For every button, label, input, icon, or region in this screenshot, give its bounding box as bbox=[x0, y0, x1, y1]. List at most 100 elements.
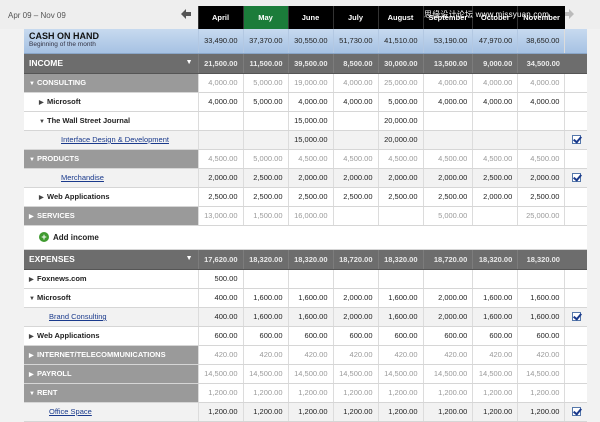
amount-cell[interactable]: 14,500.00 bbox=[287, 364, 333, 384]
month-header-november[interactable]: November bbox=[517, 6, 565, 29]
amount-cell[interactable]: 1,600.00 bbox=[517, 307, 565, 327]
amount-cell[interactable]: 14,500.00 bbox=[377, 364, 423, 384]
amount-cell[interactable]: 1,600.00 bbox=[242, 307, 288, 327]
amount-cell[interactable]: 600.00 bbox=[242, 326, 288, 346]
amount-cell[interactable]: 4,000.00 bbox=[332, 73, 378, 93]
amount-cell[interactable]: 14,500.00 bbox=[517, 364, 565, 384]
collapse-arrow-icon[interactable]: ▼ bbox=[29, 296, 35, 302]
amount-cell[interactable]: 20,000.00 bbox=[377, 111, 423, 131]
amount-cell[interactable]: 13,000.00 bbox=[197, 206, 243, 226]
item-microsoft[interactable]: ▶ Microsoft 4,000.00 5,000.00 4,000.00 4,000.… bbox=[24, 92, 587, 112]
amount-cell[interactable]: 1,600.00 bbox=[472, 288, 518, 308]
amount-cell[interactable]: 4,500.00 bbox=[517, 149, 565, 169]
amount-cell[interactable]: 4,500.00 bbox=[377, 149, 423, 169]
expand-arrow-icon[interactable]: ▶ bbox=[29, 353, 34, 359]
amount-cell[interactable]: 21,500.00 bbox=[197, 53, 243, 74]
amount-cell[interactable]: 1,200.00 bbox=[422, 383, 473, 403]
amount-cell[interactable]: 2,500.00 bbox=[197, 187, 243, 207]
collapse-arrow-icon[interactable]: ▼ bbox=[29, 81, 35, 87]
amount-cell[interactable]: 1,200.00 bbox=[377, 383, 423, 403]
amount-cell[interactable]: 2,000.00 bbox=[332, 168, 378, 188]
amount-cell[interactable]: 1,200.00 bbox=[332, 383, 378, 403]
amount-cell[interactable]: 1,200.00 bbox=[472, 402, 518, 422]
amount-cell[interactable]: 1,200.00 bbox=[422, 402, 473, 422]
amount-cell[interactable]: 11,500.00 bbox=[242, 53, 288, 74]
amount-cell[interactable] bbox=[332, 130, 378, 150]
amount-cell[interactable]: 13,500.00 bbox=[422, 53, 473, 74]
amount-cell[interactable] bbox=[517, 130, 565, 150]
amount-cell[interactable]: 2,500.00 bbox=[422, 187, 473, 207]
arrow-right-icon[interactable] bbox=[563, 8, 575, 20]
amount-cell[interactable]: 1,200.00 bbox=[197, 383, 243, 403]
section-dropdown-icon[interactable]: ▼ bbox=[185, 255, 193, 262]
amount-cell[interactable]: 14,500.00 bbox=[332, 364, 378, 384]
amount-cell[interactable] bbox=[472, 111, 518, 131]
row-label[interactable]: Office Space bbox=[24, 402, 198, 422]
amount-cell[interactable]: 20,000.00 bbox=[377, 130, 423, 150]
expand-arrow-icon[interactable]: ▶ bbox=[39, 100, 44, 106]
amount-cell[interactable]: 4,500.00 bbox=[422, 149, 473, 169]
amount-cell[interactable] bbox=[332, 206, 378, 226]
amount-cell[interactable]: 4,000.00 bbox=[197, 73, 243, 93]
amount-cell[interactable] bbox=[517, 269, 565, 289]
amount-cell[interactable] bbox=[472, 130, 518, 150]
amount-cell[interactable] bbox=[332, 111, 378, 131]
amount-cell[interactable]: 2,000.00 bbox=[377, 168, 423, 188]
link-merchandise[interactable]: Merchandise 2,000.00 2,500.00 2,000.00 2,000… bbox=[24, 168, 587, 188]
amount-cell[interactable] bbox=[197, 130, 243, 150]
amount-cell[interactable]: 34,500.00 bbox=[517, 53, 565, 74]
expand-arrow-icon[interactable]: ▶ bbox=[29, 372, 34, 378]
amount-cell[interactable]: 1,200.00 bbox=[287, 383, 333, 403]
amount-cell[interactable]: 5,000.00 bbox=[422, 206, 473, 226]
amount-cell[interactable]: 17,620.00 bbox=[197, 249, 243, 270]
amount-cell[interactable]: 2,000.00 bbox=[422, 168, 473, 188]
amount-cell[interactable] bbox=[197, 111, 243, 131]
expand-arrow-icon[interactable]: ▶ bbox=[29, 277, 34, 283]
amount-cell[interactable]: 1,600.00 bbox=[287, 288, 333, 308]
amount-cell[interactable] bbox=[242, 111, 288, 131]
amount-cell[interactable] bbox=[242, 269, 288, 289]
amount-cell[interactable]: 400.00 bbox=[197, 288, 243, 308]
collapse-arrow-icon[interactable]: ▼ bbox=[29, 157, 35, 163]
amount-cell[interactable] bbox=[332, 269, 378, 289]
amount-cell[interactable]: 420.00 bbox=[517, 345, 565, 365]
amount-cell[interactable]: 1,600.00 bbox=[377, 288, 423, 308]
amount-cell[interactable]: 25,000.00 bbox=[377, 73, 423, 93]
amount-cell[interactable]: 2,500.00 bbox=[242, 168, 288, 188]
amount-cell[interactable]: 30,000.00 bbox=[377, 53, 423, 74]
amount-cell[interactable] bbox=[472, 269, 518, 289]
amount-cell[interactable]: 2,000.00 bbox=[422, 307, 473, 327]
amount-cell[interactable]: 5,000.00 bbox=[242, 92, 288, 112]
expand-arrow-icon[interactable]: ▶ bbox=[29, 214, 34, 220]
link-office-space[interactable]: Office Space 1,200.00 1,200.00 1,200.00 1,20… bbox=[24, 402, 587, 422]
amount-cell[interactable]: 14,500.00 bbox=[422, 364, 473, 384]
amount-cell[interactable]: 400.00 bbox=[197, 307, 243, 327]
amount-cell[interactable]: 5,000.00 bbox=[377, 92, 423, 112]
amount-cell[interactable] bbox=[472, 206, 518, 226]
amount-cell[interactable]: 4,500.00 bbox=[287, 149, 333, 169]
checkbox-checked-icon[interactable] bbox=[571, 135, 581, 145]
amount-cell[interactable]: 18,320.00 bbox=[472, 249, 518, 270]
amount-cell[interactable]: 1,600.00 bbox=[517, 288, 565, 308]
link-interface-design[interactable]: Interface Design & Development 15,000.00 2… bbox=[24, 130, 587, 150]
amount-cell[interactable] bbox=[422, 111, 473, 131]
amount-cell[interactable]: 25,000.00 bbox=[517, 206, 565, 226]
amount-cell[interactable]: 2,500.00 bbox=[287, 187, 333, 207]
amount-cell[interactable] bbox=[287, 269, 333, 289]
amount-cell[interactable]: 420.00 bbox=[377, 345, 423, 365]
item-foxnews[interactable]: ▶ Foxnews.com 500.00 bbox=[24, 269, 587, 289]
amount-cell[interactable]: 9,000.00 bbox=[472, 53, 518, 74]
amount-cell[interactable]: 4,000.00 bbox=[197, 92, 243, 112]
row-label-text[interactable]: Interface Design & Development bbox=[61, 135, 169, 144]
amount-cell[interactable]: 420.00 bbox=[242, 345, 288, 365]
amount-cell[interactable]: 1,600.00 bbox=[242, 288, 288, 308]
amount-cell[interactable]: 420.00 bbox=[332, 345, 378, 365]
section-dropdown-icon[interactable]: ▼ bbox=[185, 59, 193, 66]
amount-cell[interactable] bbox=[377, 269, 423, 289]
expand-arrow-icon[interactable]: ▶ bbox=[29, 334, 34, 340]
amount-cell[interactable]: 2,000.00 bbox=[517, 168, 565, 188]
amount-cell[interactable] bbox=[377, 206, 423, 226]
amount-cell[interactable]: 2,500.00 bbox=[377, 187, 423, 207]
amount-cell[interactable]: 1,600.00 bbox=[377, 307, 423, 327]
item-microsoft-expense[interactable]: ▼ Microsoft 400.00 1,600.00 1,600.00 2,000.00… bbox=[24, 288, 587, 308]
